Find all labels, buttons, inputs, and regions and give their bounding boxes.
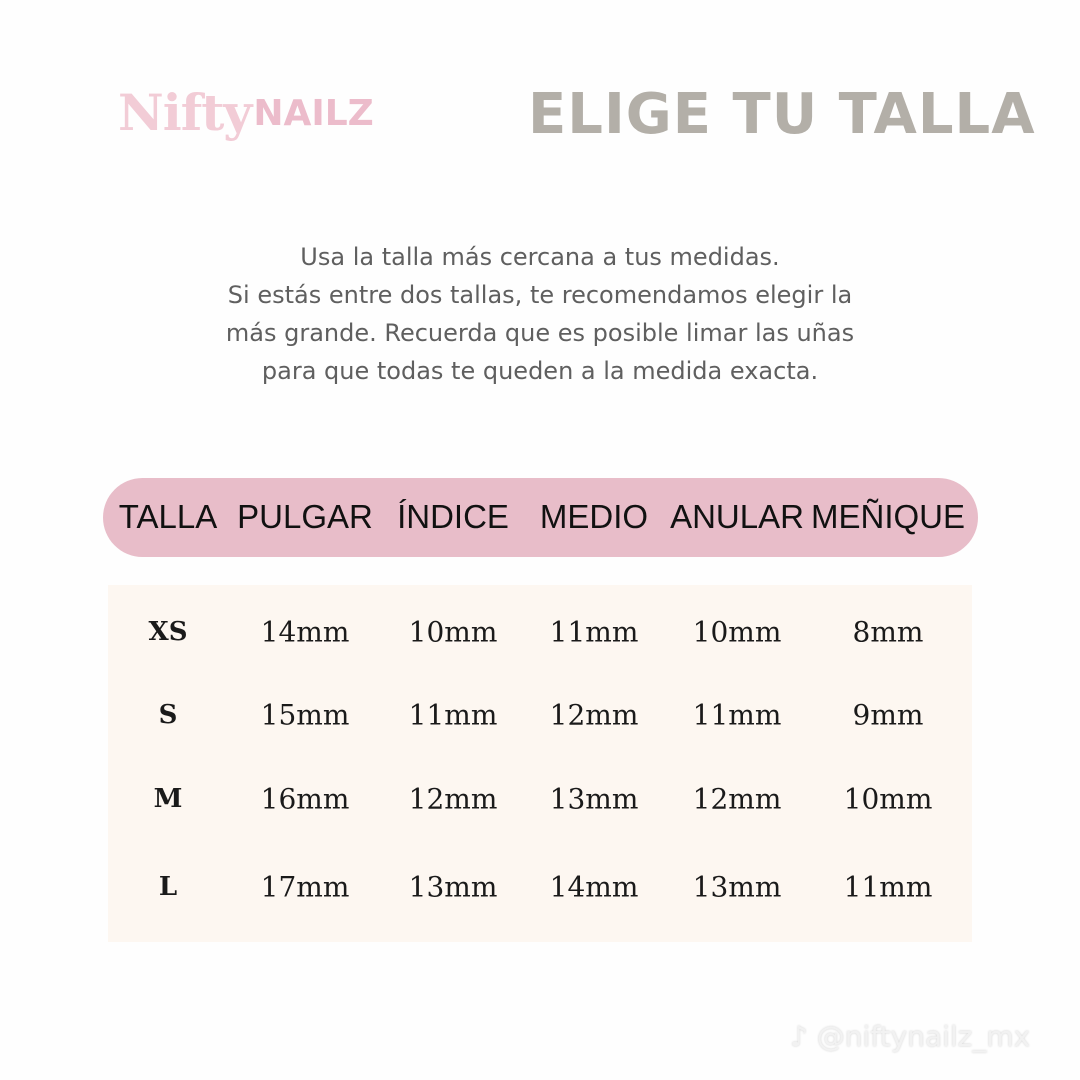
column-header: MEDIO [539,498,649,535]
column-header: ANULAR [670,498,804,535]
measurement-cell: 11mm [549,615,639,649]
intro-line: Si estás entre dos tallas, te recomendam… [227,281,853,309]
measurement-cell: 8mm [852,615,924,649]
measurement-cell: 13mm [408,870,498,904]
size-label: M [153,784,183,814]
measurement-cell: 13mm [549,782,639,816]
measurement-cell: 13mm [692,870,782,904]
measurement-cell: 15mm [260,698,350,732]
watermark-handle: @niftynailz_mx [816,1020,1031,1053]
column-header: ÍNDICE [397,498,509,535]
column-header: TALLA [118,498,218,535]
measurement-cell: 11mm [692,698,782,732]
watermark: ♪ @niftynailz_mx [790,1020,1030,1053]
size-label: XS [148,617,188,647]
measurement-cell: 10mm [408,615,498,649]
measurement-cell: 11mm [408,698,498,732]
size-label: S [158,700,178,730]
measurement-cell: 10mm [692,615,782,649]
page-title: ELIGE TU TALLA [528,82,1036,147]
intro-line: más grande. Recuerda que es posible lima… [225,319,855,347]
tiktok-icon: ♪ [790,1020,808,1053]
intro-line: para que todas te queden a la medida exa… [261,357,819,385]
measurement-cell: 16mm [260,782,350,816]
brand-logo: Nifty NAILZ [118,72,374,142]
measurement-cell: 14mm [260,615,350,649]
measurement-cell: 9mm [852,698,924,732]
logo-bold: NAILZ [253,93,374,134]
measurement-cell: 14mm [549,870,639,904]
table-header-bar [103,478,978,557]
column-header: MEÑIQUE [810,498,966,535]
intro-line: Usa la talla más cercana a tus medidas. [300,243,780,271]
measurement-cell: 12mm [692,782,782,816]
measurement-cell: 12mm [549,698,639,732]
size-label: L [158,872,178,902]
size-table [108,585,972,942]
logo-script: Nifty [118,83,252,142]
intro-text: Usa la talla más cercana a tus medidas. … [0,238,1080,390]
measurement-cell: 10mm [843,782,933,816]
measurement-cell: 12mm [408,782,498,816]
column-header: PULGAR [237,498,373,535]
measurement-cell: 11mm [843,870,933,904]
measurement-cell: 17mm [260,870,350,904]
